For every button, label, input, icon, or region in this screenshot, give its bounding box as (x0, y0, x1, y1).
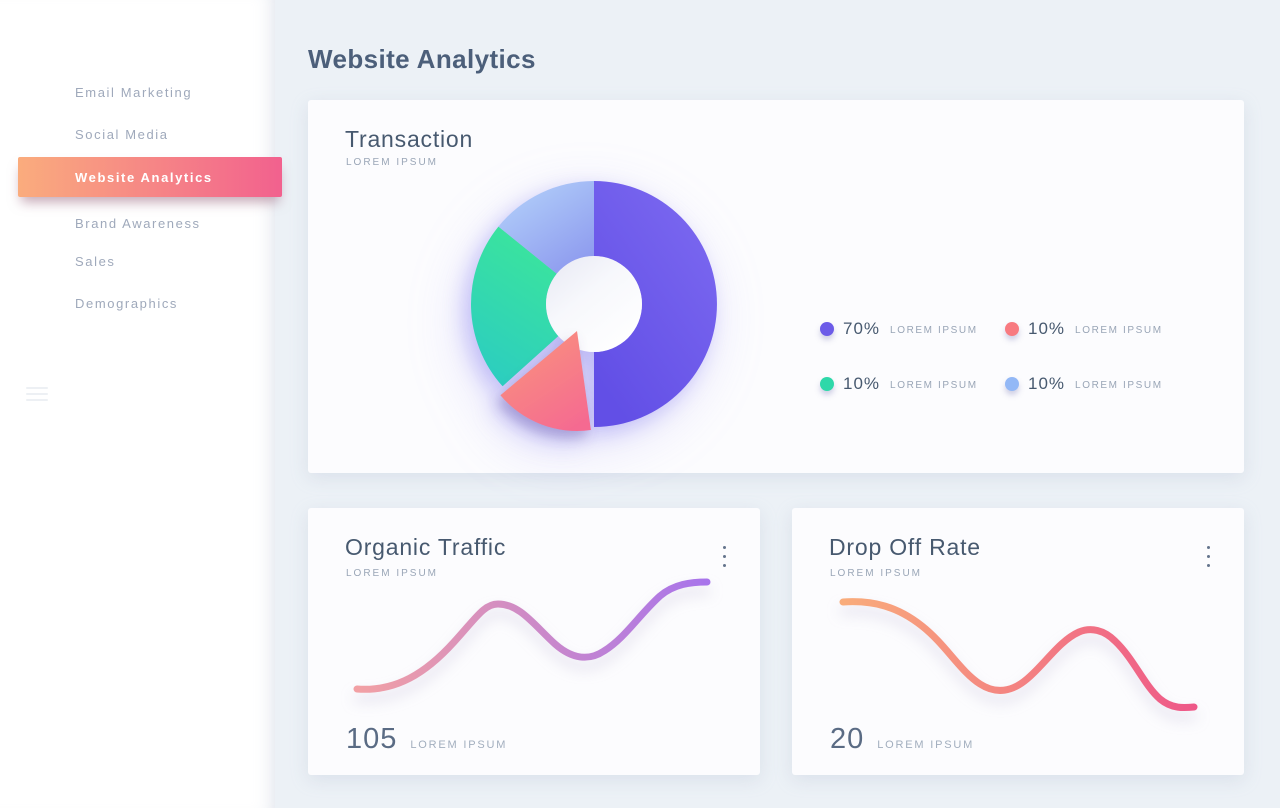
organic-card-subtitle: LOREM IPSUM (346, 568, 439, 579)
organic-stat-value: 105 (346, 723, 398, 755)
sidebar: Email Marketing Social Media Website Ana… (0, 0, 282, 808)
legend-percent: 10% (843, 374, 881, 393)
legend-label: LOREM IPSUM (1075, 324, 1163, 336)
hamburger-menu-icon[interactable] (26, 387, 48, 405)
organic-stat: 105 LOREM IPSUM (346, 723, 507, 756)
organic-stat-label: LOREM IPSUM (410, 739, 508, 751)
legend-color-dot-purple (820, 322, 834, 336)
donut-slice-purple-70 (594, 181, 717, 427)
dropoff-stat-label: LOREM IPSUM (877, 739, 975, 751)
legend-item-teal: 10% LOREM IPSUM (820, 371, 978, 397)
legend-item-blue: 10% LOREM IPSUM (1005, 371, 1163, 397)
legend-color-dot-blue (1005, 377, 1019, 391)
sidebar-item-brand-awareness[interactable]: Brand Awareness (75, 216, 201, 231)
donut-legend: 70% LOREM IPSUM 10% LOREM IPSUM 10% LORE… (820, 316, 1220, 426)
transaction-card-title: Transaction (345, 126, 474, 152)
transaction-card: Transaction LOREM IPSUM (308, 100, 1244, 473)
legend-color-dot-pink (1005, 322, 1019, 336)
dropoff-stat-value: 20 (830, 723, 865, 755)
donut-slice-pink-10-exploded (500, 331, 591, 431)
organic-traffic-card: Organic Traffic LOREM IPSUM 105 LOREM IP… (308, 508, 760, 775)
sidebar-item-social-media[interactable]: Social Media (75, 127, 169, 142)
organic-more-options-icon[interactable] (715, 544, 733, 572)
sidebar-item-demographics[interactable]: Demographics (75, 296, 179, 311)
legend-label: LOREM IPSUM (1075, 379, 1163, 391)
page-title: Website Analytics (308, 44, 536, 74)
legend-item-pink: 10% LOREM IPSUM (1005, 316, 1163, 342)
organic-card-title: Organic Traffic (345, 534, 507, 560)
dropoff-card-title: Drop Off Rate (829, 534, 981, 560)
legend-color-dot-teal (820, 377, 834, 391)
legend-item-purple: 70% LOREM IPSUM (820, 316, 978, 342)
legend-percent: 70% (843, 319, 881, 338)
sidebar-item-sales[interactable]: Sales (75, 254, 116, 269)
organic-line-path (353, 578, 711, 693)
legend-label: LOREM IPSUM (890, 379, 978, 391)
legend-label: LOREM IPSUM (890, 324, 978, 336)
sidebar-active-label: Website Analytics (75, 169, 213, 185)
dropoff-stat: 20 LOREM IPSUM (830, 723, 974, 756)
donut-hole (546, 256, 642, 352)
sidebar-item-website-analytics-active[interactable]: Website Analytics (18, 157, 282, 197)
legend-percent: 10% (1028, 374, 1066, 393)
transaction-donut-chart (471, 181, 717, 431)
legend-percent: 10% (1028, 319, 1066, 338)
sidebar-item-email-marketing[interactable]: Email Marketing (75, 85, 193, 100)
donut-slice-blue-10 (498, 181, 594, 274)
dropoff-card-subtitle: LOREM IPSUM (830, 568, 923, 579)
drop-off-rate-card: Drop Off Rate LOREM IPSUM 20 LOREM IPSUM (792, 508, 1244, 775)
dropoff-line-path (839, 598, 1198, 712)
transaction-card-subtitle: LOREM IPSUM (346, 157, 439, 168)
donut-slice-teal-10 (471, 226, 559, 387)
dropoff-more-options-icon[interactable] (1199, 544, 1217, 572)
